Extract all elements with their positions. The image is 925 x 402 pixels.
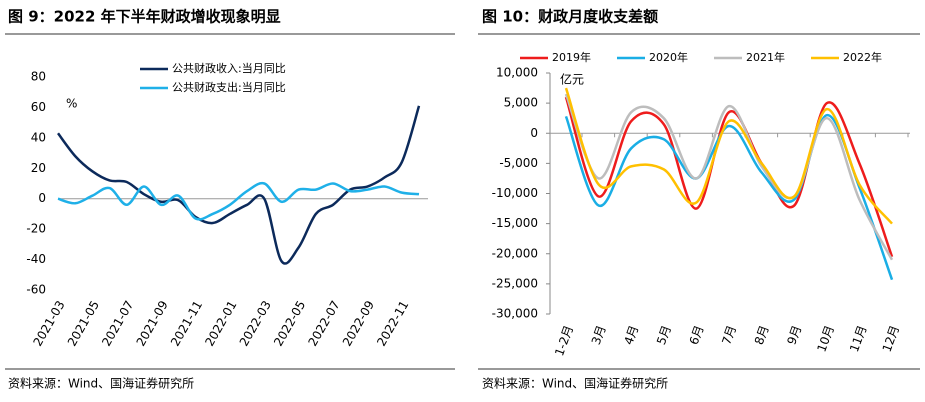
y-tick-label: -30,000 — [492, 307, 538, 321]
y-tick-label: 5,000 — [504, 96, 538, 110]
x-tick-label: 8月 — [752, 323, 772, 346]
source: 资料来源：Wind、国海证券研究所 — [482, 376, 668, 391]
x-tick-label: 3月 — [589, 323, 609, 346]
x-tick-label: 2022-07 — [305, 298, 342, 348]
x-tick-label: 7月 — [719, 323, 739, 346]
y-tick-label: -5,000 — [499, 156, 538, 170]
x-tick-label: 2021-09 — [134, 298, 171, 348]
x-tick-label: 2021-05 — [65, 298, 102, 348]
x-tick-label: 2021-07 — [99, 298, 136, 348]
legend-label: 公共财政支出:当月同比 — [172, 80, 286, 94]
x-tick-label: 6月 — [687, 323, 707, 346]
y-tick-label: 0 — [38, 191, 46, 205]
x-tick-label: 12月 — [880, 323, 902, 353]
series-line — [564, 93, 894, 261]
series-line — [564, 87, 893, 225]
legend-label: 公共财政收入:当月同比 — [172, 61, 286, 75]
chart-title: 图 10：财政月度收支差额 — [482, 8, 658, 26]
x-tick-label: 1-2月 — [552, 323, 576, 357]
y-tick-label: -25,000 — [492, 276, 538, 290]
x-tick-label: 2022-11 — [374, 298, 411, 348]
x-tick-label: 9月 — [784, 323, 804, 346]
chart-title: 图 9：2022 年下半年财政增收现象明显 — [8, 8, 281, 26]
x-tick-label: 2022-09 — [340, 298, 377, 348]
legend-label: 2022年 — [843, 50, 882, 64]
y-tick-label: 20 — [31, 161, 46, 175]
y-tick-label: 40 — [31, 130, 46, 144]
x-tick-label: 2021-03 — [30, 298, 67, 348]
legend-label: 2021年 — [746, 50, 785, 64]
y-tick-label: -20 — [26, 222, 46, 236]
y-tick-label: 10,000 — [496, 66, 538, 80]
series-line — [57, 181, 420, 221]
x-tick-label: 10月 — [814, 323, 836, 353]
series-line — [56, 105, 421, 265]
y-tick-label: -20,000 — [492, 246, 538, 260]
series-line — [564, 96, 894, 258]
x-tick-label: 2022-01 — [202, 298, 239, 348]
unit-label: % — [66, 97, 77, 111]
legend-label: 2019年 — [552, 50, 591, 64]
x-tick-label: 11月 — [847, 323, 869, 353]
x-tick-label: 5月 — [654, 323, 674, 346]
y-tick-label: -10,000 — [492, 186, 538, 200]
y-tick-label: 0 — [530, 126, 538, 140]
y-tick-label: 80 — [31, 70, 46, 84]
x-tick-label: 2022-05 — [271, 298, 308, 348]
x-tick-label: 2021-11 — [168, 298, 205, 348]
source: 资料来源：Wind、国海证券研究所 — [8, 376, 194, 391]
unit-label: 亿元 — [560, 72, 584, 87]
x-tick-label: 2022-03 — [237, 298, 274, 348]
legend-label: 2020年 — [649, 50, 688, 64]
y-tick-label: -60 — [26, 283, 46, 297]
y-tick-label: 60 — [31, 100, 46, 114]
x-tick-label: 4月 — [621, 323, 641, 346]
y-tick-label: -15,000 — [492, 216, 538, 230]
y-tick-label: -40 — [26, 252, 46, 266]
